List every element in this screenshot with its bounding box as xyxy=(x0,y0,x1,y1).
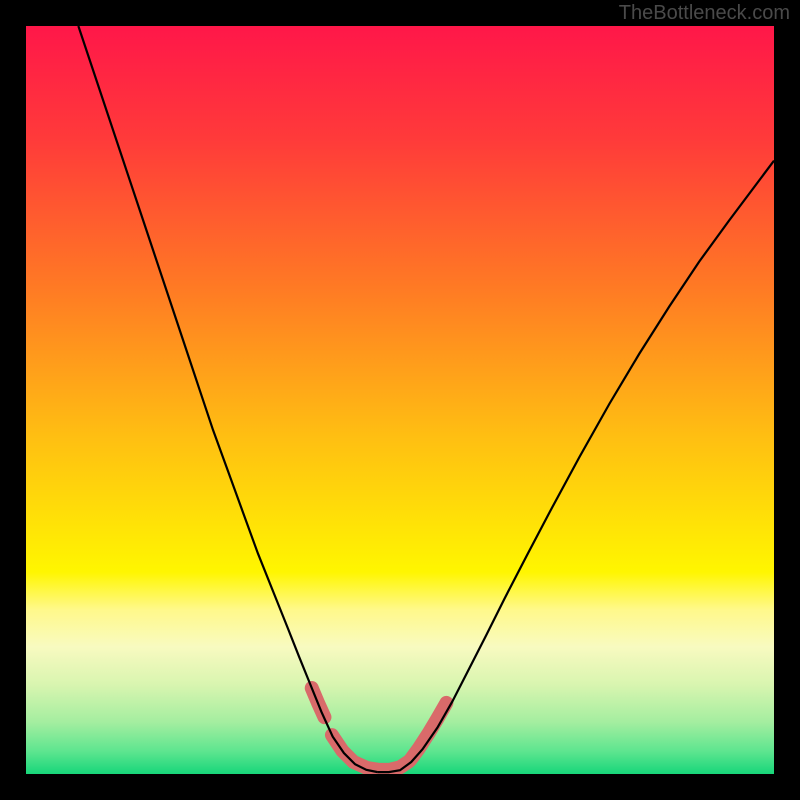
highlight-band xyxy=(312,688,447,770)
plot-area xyxy=(26,26,774,774)
curve-left-branch xyxy=(78,26,377,772)
curve-right-branch xyxy=(378,161,774,772)
watermark-text: TheBottleneck.com xyxy=(619,2,790,25)
chart-svg xyxy=(26,26,774,774)
highlight-segment xyxy=(410,703,446,760)
